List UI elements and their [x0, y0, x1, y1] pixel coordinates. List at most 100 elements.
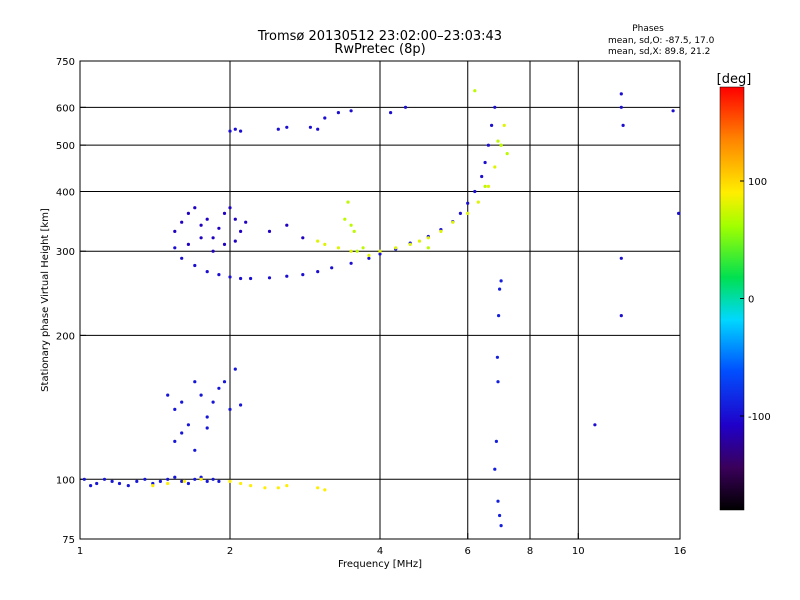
data-point — [285, 484, 289, 488]
data-point — [102, 477, 107, 481]
data-point — [343, 217, 347, 221]
data-point — [205, 217, 209, 221]
data-point — [110, 479, 114, 483]
colorbar-tick-label: -100 — [748, 412, 771, 423]
data-point — [205, 426, 209, 430]
data-point — [244, 220, 248, 224]
data-point — [361, 246, 365, 250]
data-point — [496, 380, 500, 384]
data-point — [486, 184, 490, 188]
data-point — [228, 275, 232, 279]
data-point — [276, 486, 280, 490]
colorbar-label: [deg] — [717, 72, 752, 87]
data-point — [378, 249, 382, 253]
y-tick-label: 100 — [56, 475, 75, 486]
data-point — [394, 246, 398, 250]
x-tick-label: 1 — [77, 546, 83, 557]
data-point — [466, 201, 470, 205]
data-point — [498, 513, 502, 518]
data-point — [199, 223, 203, 227]
data-point — [367, 253, 371, 257]
data-point — [502, 123, 506, 127]
data-point — [494, 439, 498, 443]
data-point — [621, 123, 625, 127]
stats-line-o: mean, sd,O: -87.5, 17.0 — [608, 36, 715, 46]
data-point — [135, 479, 139, 483]
data-point — [173, 229, 177, 233]
data-point — [173, 407, 177, 411]
data-point — [349, 223, 353, 227]
data-point — [316, 127, 320, 131]
data-point — [496, 139, 500, 143]
y-tick-label: 300 — [56, 247, 75, 258]
data-point — [267, 276, 272, 280]
data-point — [619, 314, 623, 318]
data-point — [182, 479, 186, 483]
data-point — [486, 143, 490, 147]
stats-line-x: mean, sd,X: 89.8, 21.2 — [608, 47, 710, 57]
data-point — [285, 125, 289, 129]
data-point — [480, 174, 484, 179]
data-point — [173, 475, 177, 479]
data-point — [193, 263, 197, 268]
data-point — [473, 189, 477, 194]
data-point — [417, 239, 422, 243]
data-point — [166, 393, 170, 397]
x-tick-label: 6 — [465, 546, 471, 557]
data-point — [499, 143, 503, 147]
data-point — [619, 92, 623, 96]
data-point — [228, 129, 232, 133]
data-point — [336, 246, 340, 250]
data-point — [239, 403, 243, 407]
data-point — [239, 229, 243, 233]
data-point — [173, 439, 177, 443]
data-point — [186, 423, 190, 427]
data-point — [222, 211, 227, 215]
data-point — [267, 229, 272, 233]
data-point — [493, 105, 497, 109]
data-point — [483, 184, 487, 188]
data-point — [301, 273, 305, 277]
data-point — [496, 499, 500, 503]
data-point — [458, 211, 462, 215]
data-point — [186, 211, 190, 215]
data-point — [408, 242, 412, 246]
data-point — [117, 481, 122, 486]
x-tick-label: 16 — [674, 546, 687, 557]
data-point — [349, 261, 353, 265]
data-point — [211, 249, 215, 253]
data-point — [249, 276, 253, 281]
data-point — [95, 481, 99, 486]
data-point — [490, 123, 494, 127]
data-point — [89, 484, 93, 488]
data-point — [211, 477, 215, 481]
data-point — [285, 223, 289, 227]
data-point — [323, 488, 327, 492]
data-point — [249, 484, 253, 488]
data-point — [228, 407, 232, 411]
data-point — [180, 431, 184, 435]
data-point — [316, 239, 320, 243]
data-point — [143, 477, 147, 481]
data-point — [205, 415, 209, 419]
data-point — [151, 484, 155, 488]
data-point — [199, 393, 203, 397]
data-point — [173, 246, 177, 250]
data-point — [439, 229, 443, 233]
chart-title: Tromsø 20130512 23:02:00–23:03:43 — [257, 29, 502, 44]
data-point — [316, 486, 320, 490]
data-point — [228, 479, 232, 483]
data-point — [233, 367, 237, 371]
data-point — [346, 200, 350, 204]
data-point — [330, 266, 334, 270]
data-point — [316, 270, 320, 274]
data-point — [426, 236, 430, 240]
data-point — [473, 89, 477, 93]
data-point — [619, 105, 623, 109]
data-point — [193, 477, 197, 481]
data-point — [403, 105, 408, 109]
data-point — [193, 448, 197, 452]
data-point — [677, 211, 681, 215]
data-point — [323, 116, 327, 120]
data-point — [671, 109, 675, 113]
